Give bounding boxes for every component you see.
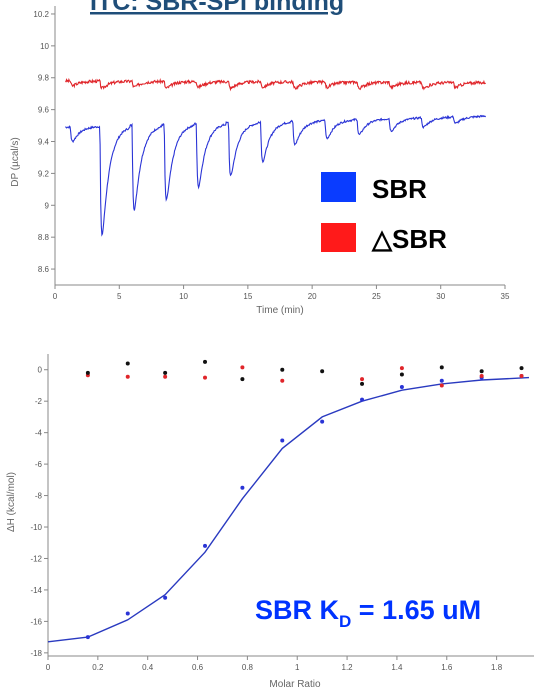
data-point-sbr [203,543,208,548]
data-point-sbr [439,378,444,383]
isotherm-points [85,359,524,640]
y-tick-label: 9.8 [38,74,50,83]
x-tick-label: 15 [243,292,252,301]
x-tick-label: 20 [308,292,317,301]
isotherm-y-label: ΔH (kcal/mol) [6,472,17,532]
kd-annotation: SBR KD = 1.65 uM [255,595,481,631]
data-point--sbr [439,383,444,388]
data-point--sbr [203,375,208,380]
y-tick-label: -6 [35,460,43,469]
legend-label-delta-sbr: △SBR [371,224,447,254]
thermogram-ticks: 0 5 10 15 20 25 30 35 8.6 8.8 9 9.2 9.4 9.6 9.8 10 10.2 [33,10,510,301]
x-tick-label: 1 [295,663,300,672]
y-tick-label: -8 [35,492,43,501]
y-tick-label: -10 [30,523,42,532]
y-tick-label: 8.6 [38,265,50,274]
x-tick-label: 1.6 [441,663,453,672]
y-tick-label: -18 [30,649,42,658]
data-point--sbr [360,377,365,382]
data-point--sbr [399,366,404,371]
x-tick-label: 1.2 [342,663,354,672]
data-point-sbr [280,438,285,443]
data-point--sbr [125,374,130,379]
x-tick-label: 10 [179,292,188,301]
data-point-control [203,359,208,364]
binding-isotherm-panel: 0 0.2 0.4 0.6 0.8 1 1.2 1.4 1.6 1.8 0 -2 -4 -6 -8 -10 -1… [6,354,534,690]
x-tick-label: 0.8 [242,663,254,672]
data-point-control [399,372,404,377]
y-tick-label: 0 [38,366,43,375]
isotherm-x-label: Molar Ratio [269,679,321,690]
data-point-control [240,377,245,382]
data-point-sbr [360,397,365,402]
x-tick-label: 0.4 [142,663,154,672]
kd-subscript: D [339,612,351,631]
data-point--sbr [163,374,168,379]
y-tick-label: -12 [30,554,42,563]
x-tick-label: 0 [53,292,58,301]
x-tick-label: 0 [46,663,51,672]
y-tick-label: -4 [35,429,43,438]
x-tick-label: 0.2 [92,663,104,672]
y-tick-label: 8.8 [38,233,50,242]
data-point-control [280,367,285,372]
data-point--sbr [519,374,524,379]
y-tick-label: 9.6 [38,106,50,115]
data-point-control [439,365,444,370]
x-tick-label: 30 [436,292,445,301]
data-point--sbr [479,374,484,379]
kd-suffix: = 1.65 uM [351,595,481,625]
y-tick-label: 10.2 [33,10,49,19]
data-point-sbr [399,385,404,390]
data-point-sbr [85,635,90,640]
thermogram-panel: 0 5 10 15 20 25 30 358.68.899.29.49.69.81010.2 … [10,6,510,316]
thermogram-y-label: DP (µcal/s) [10,137,21,186]
data-point-sbr [240,485,245,490]
data-point-control [519,366,524,371]
y-tick-label: -16 [30,617,42,626]
kd-prefix: SBR K [255,595,340,625]
data-point-control [163,370,168,375]
data-point-control [85,370,90,375]
legend: SBR △SBR [321,172,447,254]
data-point-control [320,369,325,374]
data-point--sbr [280,378,285,383]
figure-title: ITC: SBR-SPI binding [90,0,344,16]
data-point--sbr [240,365,245,370]
y-tick-label: 10 [40,42,49,51]
y-tick-label: -2 [35,397,43,406]
isotherm-ticks: 0 0.2 0.4 0.6 0.8 1 1.2 1.4 1.6 1.8 0 -2 -4 -6 -8 -10 -1… [30,366,502,672]
thermogram-trace-delta-sbr [65,77,487,92]
thermogram-trace-sbr [65,114,487,237]
data-point-control [360,381,365,386]
x-tick-label: 0.6 [192,663,204,672]
data-point-sbr [320,419,325,424]
y-tick-label: 9.4 [38,138,50,147]
legend-label-sbr: SBR [372,174,427,204]
data-point-control [125,361,130,366]
data-point-control [479,369,484,374]
thermogram-x-label: Time (min) [256,305,303,316]
legend-swatch-delta-sbr [321,223,356,252]
data-point-sbr [163,595,168,600]
x-tick-label: 5 [117,292,122,301]
legend-swatch-sbr [321,172,356,202]
x-tick-label: 1.4 [391,663,403,672]
y-tick-label: -14 [30,586,42,595]
data-point-sbr [125,611,130,616]
x-tick-label: 35 [501,292,510,301]
x-tick-label: 1.8 [491,663,503,672]
y-tick-label: 9.2 [38,169,50,178]
y-tick-label: 9 [45,201,50,210]
x-tick-label: 25 [372,292,381,301]
